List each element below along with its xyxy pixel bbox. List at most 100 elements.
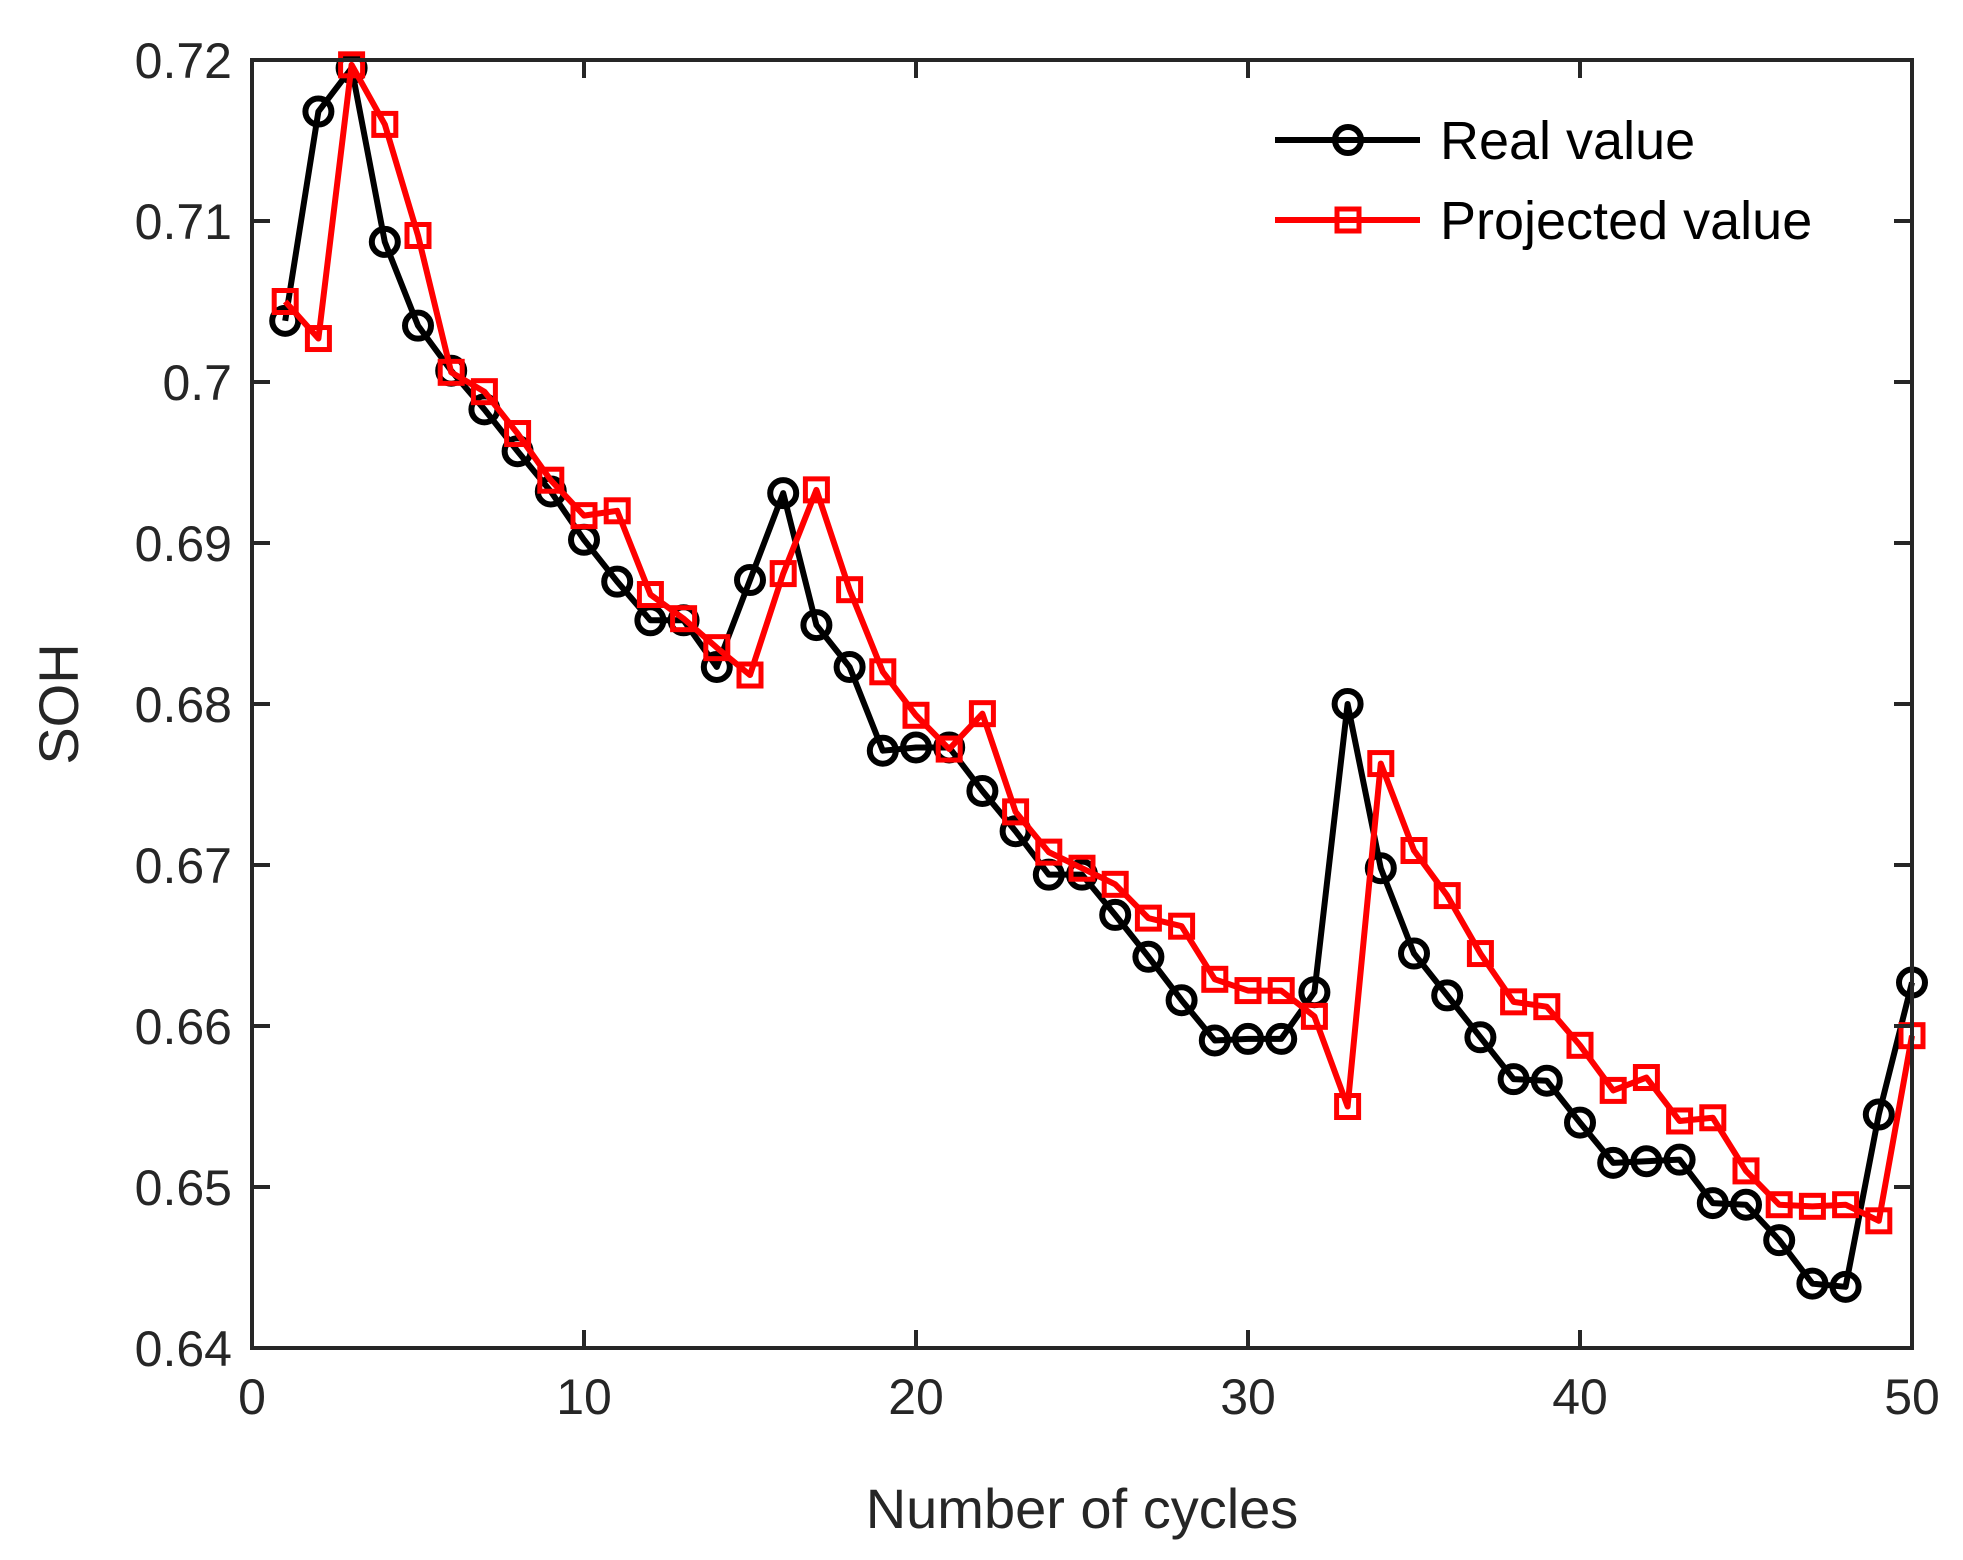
data-point-real-value xyxy=(1530,1064,1563,1097)
data-point-projected-value xyxy=(470,378,498,406)
data-point-projected-value xyxy=(670,605,698,633)
data-point-real-value xyxy=(1099,898,1132,931)
data-point-projected-value xyxy=(338,51,366,79)
data-point-projected-value xyxy=(802,476,830,504)
data-point-projected-value xyxy=(1035,838,1063,866)
data-point-projected-value xyxy=(1201,965,1229,993)
data-point-projected-value xyxy=(1632,1064,1660,1092)
y-tick-label: 0.71 xyxy=(135,194,232,250)
y-tick-label: 0.7 xyxy=(162,355,232,411)
y-tick-label: 0.66 xyxy=(135,999,232,1055)
y-tick-label: 0.69 xyxy=(135,516,232,572)
data-point-real-value xyxy=(1165,984,1198,1017)
data-point-projected-value xyxy=(902,701,930,729)
x-tick-label: 30 xyxy=(1220,1369,1276,1425)
data-point-projected-value xyxy=(1367,750,1395,778)
y-tick-label: 0.64 xyxy=(135,1321,232,1377)
x-tick-label: 40 xyxy=(1552,1369,1608,1425)
data-point-real-value xyxy=(1431,979,1464,1012)
data-point-real-value xyxy=(1232,1022,1264,1055)
data-point-real-value xyxy=(302,95,335,128)
data-point-real-value xyxy=(700,650,733,683)
data-point-projected-value xyxy=(1234,977,1262,1005)
data-point-real-value xyxy=(402,309,434,342)
data-point-projected-value xyxy=(1300,1002,1328,1030)
data-point-projected-value xyxy=(1832,1191,1860,1219)
axis-ticks xyxy=(250,58,1914,1350)
x-tick-label: 10 xyxy=(556,1369,612,1425)
data-point-projected-value xyxy=(1134,904,1162,932)
x-tick-label: 20 xyxy=(888,1369,944,1425)
data-point-projected-value xyxy=(1068,854,1096,882)
data-point-real-value xyxy=(1730,1188,1762,1221)
data-point-real-value xyxy=(1597,1146,1630,1179)
data-point-real-value xyxy=(269,304,302,337)
x-tick-label: 50 xyxy=(1884,1369,1940,1425)
data-point-real-value xyxy=(833,650,866,683)
data-point-projected-value xyxy=(1599,1076,1627,1104)
data-point-projected-value xyxy=(1798,1192,1826,1220)
data-point-projected-value xyxy=(437,358,465,386)
data-point-projected-value xyxy=(1267,977,1295,1005)
data-point-real-value xyxy=(1464,1021,1497,1054)
data-point-real-value xyxy=(601,565,634,598)
legend-marker-projected-value xyxy=(1334,206,1362,234)
data-point-projected-value xyxy=(1334,1093,1362,1120)
data-point-projected-value xyxy=(1466,940,1494,968)
legend-label-projected-value: Projected value xyxy=(1440,191,1812,251)
data-point-projected-value xyxy=(736,661,764,689)
data-point-real-value xyxy=(1265,1022,1298,1055)
data-point-projected-value xyxy=(1400,837,1428,865)
data-point-real-value xyxy=(1796,1267,1829,1300)
data-point-projected-value xyxy=(371,110,399,138)
legend-entry-real-value: Real value xyxy=(1275,111,1695,171)
data-point-projected-value xyxy=(1101,870,1129,898)
data-point-real-value xyxy=(966,774,999,807)
data-point-projected-value xyxy=(1533,993,1561,1021)
data-point-real-value xyxy=(1398,937,1430,970)
data-point-real-value xyxy=(866,734,899,767)
data-point-projected-value xyxy=(404,221,432,249)
data-point-projected-value xyxy=(1699,1104,1727,1132)
y-tick-label: 0.68 xyxy=(135,677,232,733)
y-axis-title: SOH xyxy=(27,643,90,764)
data-point-real-value xyxy=(800,609,833,642)
data-point-projected-value xyxy=(869,658,897,686)
data-point-projected-value xyxy=(570,502,598,530)
data-point-projected-value xyxy=(1666,1107,1694,1135)
data-point-projected-value xyxy=(504,420,532,448)
legend-marker-real-value xyxy=(1332,124,1364,156)
data-point-projected-value xyxy=(703,634,731,662)
axis-tick-labels: 0 10 20 30 40 50 0.64 0.65 0.66 0.67 0.68 0.69 0.7 0.… xyxy=(135,33,1940,1425)
data-point-real-value xyxy=(1696,1187,1729,1220)
data-point-projected-value xyxy=(1732,1157,1760,1185)
legend: Real value Projected value xyxy=(1275,111,1812,251)
data-point-projected-value xyxy=(1500,988,1528,1016)
data-point-projected-value xyxy=(1002,798,1030,826)
data-point-real-value xyxy=(1564,1106,1596,1139)
data-point-projected-value xyxy=(636,581,664,609)
data-point-real-value xyxy=(1763,1224,1796,1257)
data-point-real-value xyxy=(368,225,401,258)
y-tick-label: 0.65 xyxy=(135,1160,232,1216)
plot-frame xyxy=(250,58,1914,1350)
data-point-projected-value xyxy=(1865,1207,1893,1235)
data-point-real-value xyxy=(767,477,800,510)
data-point-projected-value xyxy=(968,700,996,728)
plot-series-layer xyxy=(269,51,1928,1303)
y-tick-label: 0.72 xyxy=(135,33,232,89)
data-point-projected-value xyxy=(769,560,797,588)
data-point-real-value xyxy=(900,731,932,764)
series-line-real-value xyxy=(282,65,1915,1290)
data-point-projected-value xyxy=(935,735,963,763)
data-point-projected-value xyxy=(1168,912,1196,940)
series-line-projected-value xyxy=(282,61,1915,1224)
y-tick-label: 0.67 xyxy=(135,838,232,894)
data-point-projected-value xyxy=(271,288,299,315)
data-point-projected-value xyxy=(1765,1191,1793,1219)
legend-entry-projected-value: Projected value xyxy=(1275,191,1812,251)
data-point-real-value xyxy=(1198,1024,1231,1057)
data-point-projected-value xyxy=(1433,882,1461,910)
